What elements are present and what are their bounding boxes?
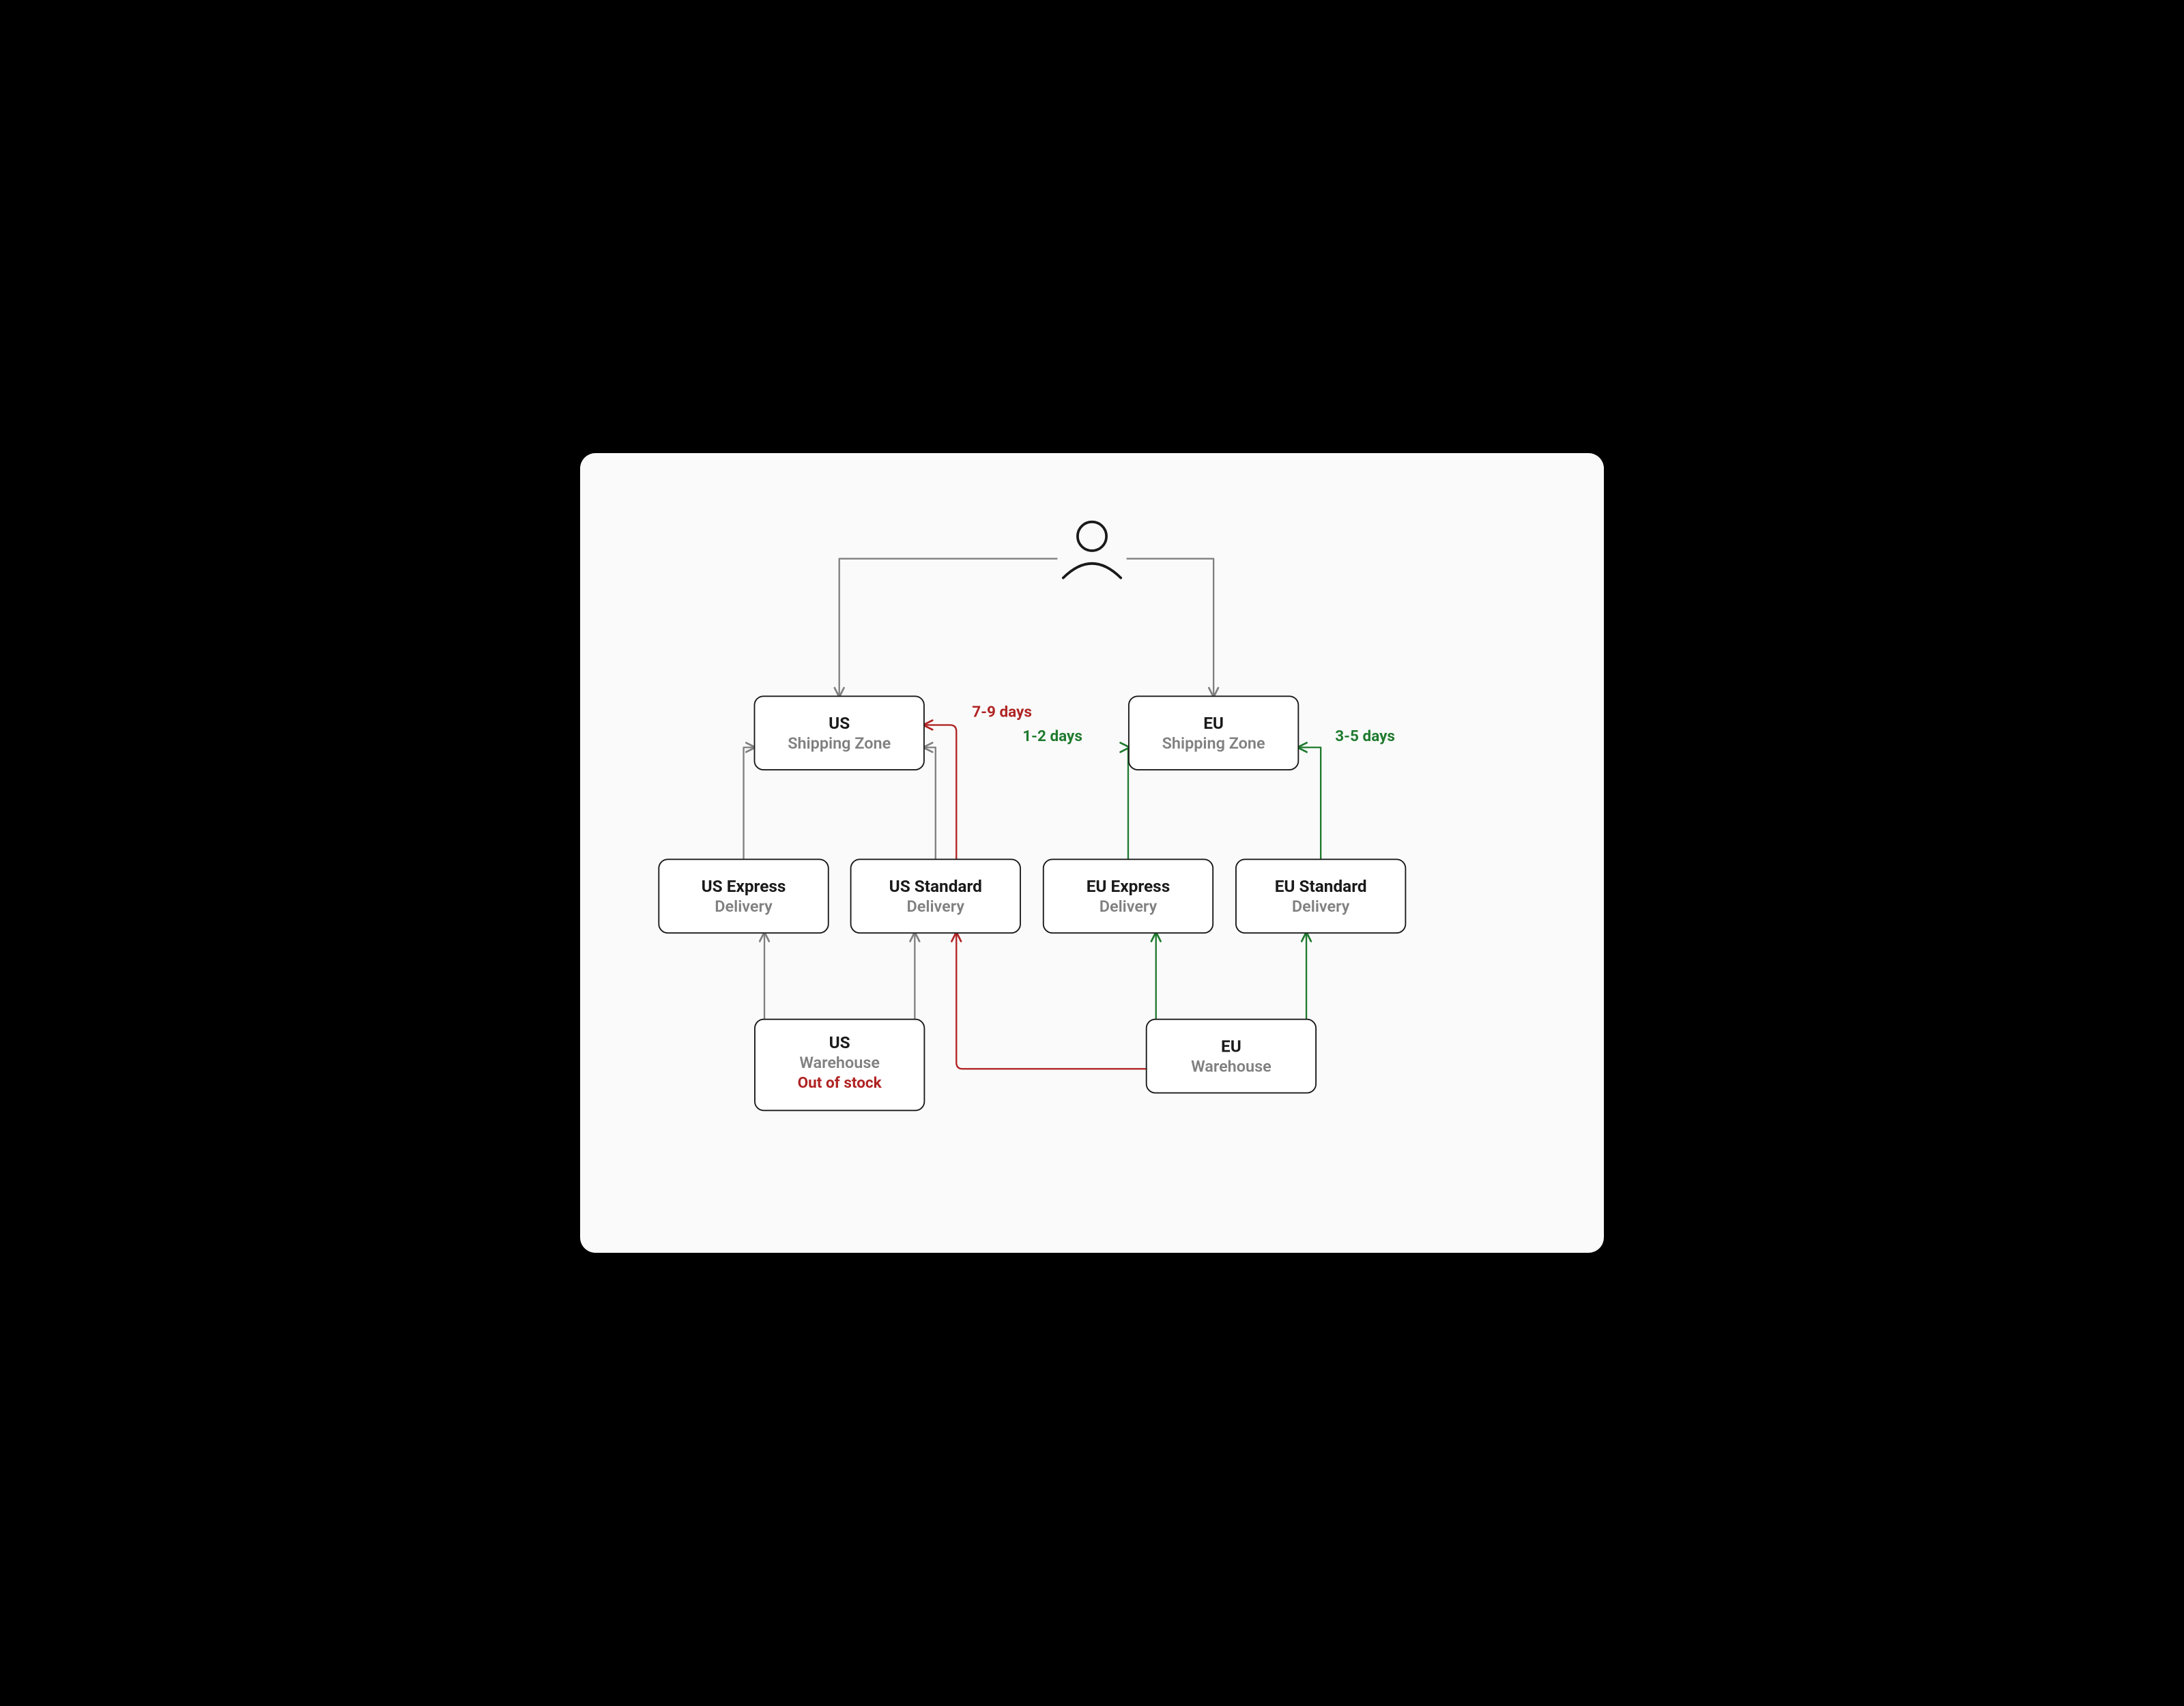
node-eu-express: EU ExpressDelivery xyxy=(1044,859,1213,933)
node-subtitle: Warehouse xyxy=(1191,1057,1271,1076)
edge-label-us-std-to-us-zone-red: 7-9 days xyxy=(972,704,1032,721)
node-subtitle: Delivery xyxy=(1292,897,1350,916)
node-box xyxy=(1044,859,1213,933)
node-eu-zone: EUShipping Zone xyxy=(1129,696,1298,770)
node-title: EU Standard xyxy=(1275,876,1367,896)
node-us-express: US ExpressDelivery xyxy=(659,859,828,933)
node-subtitle: Delivery xyxy=(907,897,965,916)
node-title: EU xyxy=(1203,713,1224,733)
flowchart-svg: 1-2 days3-5 days7-9 daysUSShipping ZoneE… xyxy=(580,453,1604,1253)
node-box xyxy=(1129,696,1298,770)
node-box xyxy=(659,859,828,933)
node-title: US Standard xyxy=(889,876,982,896)
node-status: Out of stock xyxy=(798,1074,882,1092)
background-panel xyxy=(580,453,1604,1253)
node-box xyxy=(754,696,923,770)
node-title: US xyxy=(829,713,850,733)
edge-eu-exp-to-zone xyxy=(1128,747,1129,859)
node-box xyxy=(1147,1020,1316,1093)
node-subtitle: Shipping Zone xyxy=(788,734,891,753)
node-us-warehouse: USWarehouse Out of stock xyxy=(755,1020,924,1111)
node-box xyxy=(851,859,1020,933)
node-subtitle: Warehouse xyxy=(799,1053,880,1072)
node-title: US Express xyxy=(702,876,786,896)
node-subtitle: Delivery xyxy=(715,897,773,916)
edge-label-eu-std-to-zone: 3-5 days xyxy=(1335,727,1395,745)
node-eu-warehouse: EUWarehouse xyxy=(1147,1020,1316,1093)
diagram-canvas: 1-2 days3-5 days7-9 daysUSShipping ZoneE… xyxy=(580,453,1604,1253)
node-us-zone: USShipping Zone xyxy=(754,696,923,770)
node-title: EU Express xyxy=(1087,876,1170,896)
node-subtitle: Delivery xyxy=(1100,897,1158,916)
edge-label-eu-exp-to-zone: 1-2 days xyxy=(1022,727,1082,745)
node-us-standard: US StandardDelivery xyxy=(851,859,1020,933)
node-box xyxy=(1236,859,1405,933)
node-eu-standard: EU StandardDelivery xyxy=(1236,859,1405,933)
node-title: US xyxy=(829,1032,850,1052)
node-title: EU xyxy=(1221,1037,1241,1056)
node-subtitle: Shipping Zone xyxy=(1162,734,1265,753)
